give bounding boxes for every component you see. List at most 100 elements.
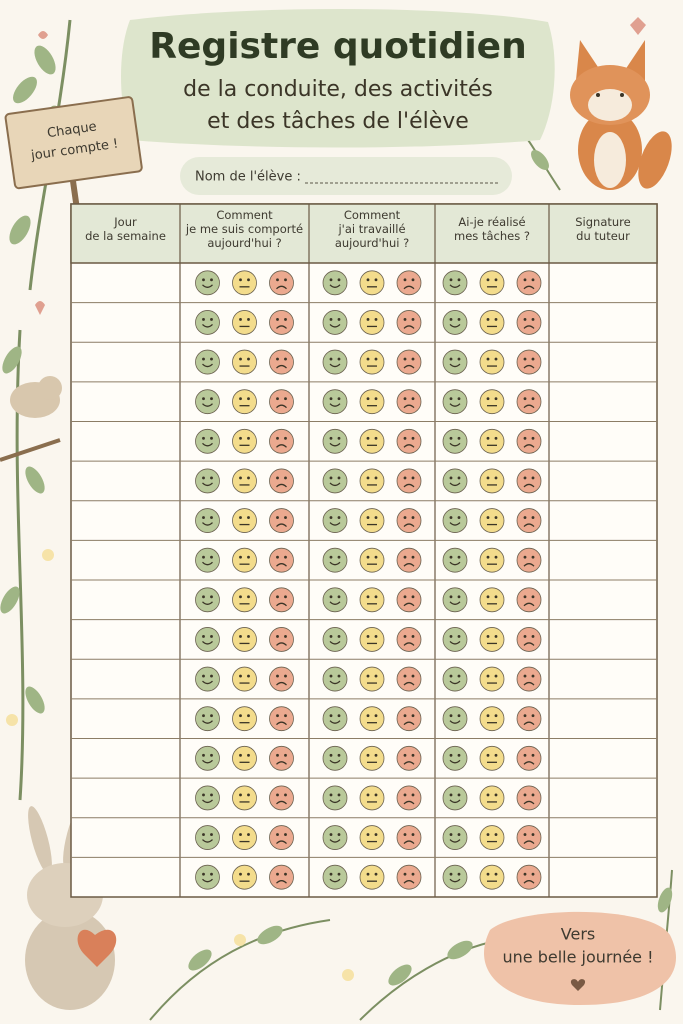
face-mouth — [403, 721, 415, 726]
face-mouth — [276, 642, 287, 646]
face-base — [396, 389, 422, 415]
mood-face — [322, 706, 348, 732]
face-mouth — [202, 601, 213, 605]
face-base — [269, 587, 294, 613]
mood-face — [479, 626, 505, 652]
face-base — [232, 785, 257, 811]
face-base — [516, 428, 542, 454]
face-mouth — [523, 364, 535, 369]
mood-face — [359, 587, 385, 613]
face-base — [322, 626, 348, 652]
title: Registre quotidien — [149, 26, 526, 67]
face-base — [232, 508, 257, 534]
mood-face — [269, 825, 294, 851]
face-base — [516, 745, 542, 771]
face-base — [359, 547, 385, 573]
face-base — [442, 309, 468, 335]
mood-face — [442, 468, 468, 494]
mood-face — [195, 547, 220, 573]
mood-face — [322, 309, 348, 335]
face-mouth — [403, 364, 415, 369]
mood-face — [516, 349, 542, 375]
face-base — [195, 587, 220, 613]
face-base — [195, 825, 220, 851]
face-base — [359, 825, 385, 851]
face-base — [269, 706, 294, 732]
face-mouth — [449, 561, 461, 566]
footer-bubble — [484, 911, 676, 1005]
face-mouth — [403, 523, 415, 528]
face-mouth — [276, 523, 287, 528]
face-mouth — [403, 404, 415, 409]
face-mouth — [329, 640, 341, 645]
face-base — [442, 706, 468, 732]
face-mouth — [202, 759, 213, 764]
face-mouth — [523, 642, 535, 646]
mood-face — [359, 508, 385, 534]
face-base — [479, 309, 505, 335]
face-base — [322, 785, 348, 811]
column-header: mes tâches ? — [454, 229, 530, 243]
mood-face — [195, 785, 220, 811]
mood-face — [442, 547, 468, 573]
face-mouth — [449, 759, 461, 764]
face-base — [479, 508, 505, 534]
face-base — [269, 785, 294, 811]
mood-face — [195, 587, 220, 613]
face-mouth — [523, 840, 535, 845]
face-mouth — [202, 561, 213, 566]
face-mouth — [449, 799, 461, 804]
mood-face — [516, 745, 542, 771]
mood-face — [479, 508, 505, 534]
face-mouth — [202, 680, 213, 685]
mood-face — [269, 785, 294, 811]
face-mouth — [329, 482, 341, 487]
face-base — [396, 785, 422, 811]
face-base — [269, 309, 294, 335]
face-mouth — [202, 482, 213, 487]
face-mouth — [329, 680, 341, 685]
face-base — [479, 389, 505, 415]
mood-face — [195, 309, 220, 335]
face-mouth — [403, 840, 415, 845]
mood-face — [442, 626, 468, 652]
face-mouth — [276, 483, 287, 488]
face-base — [269, 428, 294, 454]
face-base — [516, 547, 542, 573]
face-mouth — [329, 363, 341, 368]
mood-face — [232, 626, 257, 652]
mood-face — [516, 666, 542, 692]
face-mouth — [202, 442, 213, 447]
mood-face — [516, 508, 542, 534]
mood-face — [359, 547, 385, 573]
face-base — [195, 666, 220, 692]
face-mouth — [403, 325, 415, 329]
mood-face — [232, 825, 257, 851]
mood-face — [396, 706, 422, 732]
face-base — [269, 825, 294, 851]
face-base — [479, 666, 505, 692]
face-mouth — [202, 323, 213, 328]
mood-face — [516, 587, 542, 613]
face-mouth — [202, 640, 213, 645]
subtitle: de la conduite, des activités — [183, 77, 493, 102]
mood-face — [359, 745, 385, 771]
face-base — [359, 468, 385, 494]
footer-text: Vers — [561, 925, 595, 944]
mood-face — [322, 666, 348, 692]
face-base — [479, 468, 505, 494]
face-base — [232, 666, 257, 692]
face-mouth — [329, 601, 341, 605]
column-header: Ai-je réalisé — [458, 215, 525, 229]
mood-face — [479, 468, 505, 494]
mood-face — [396, 508, 422, 534]
face-mouth — [329, 403, 341, 407]
face-base — [322, 349, 348, 375]
mood-face — [322, 270, 348, 296]
mood-face — [516, 547, 542, 573]
mood-face — [516, 626, 542, 652]
mood-face — [359, 309, 385, 335]
name-field-label: Nom de l'élève : — [195, 170, 301, 185]
mood-face — [232, 349, 257, 375]
face-mouth — [449, 640, 461, 645]
